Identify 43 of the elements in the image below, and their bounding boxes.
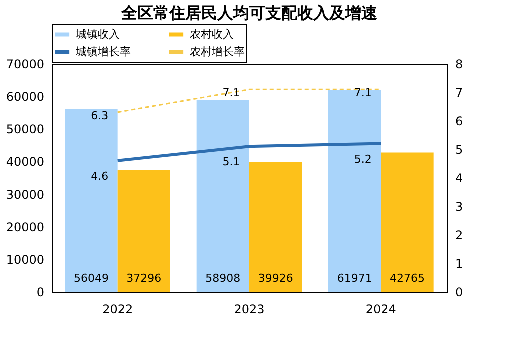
chart-title: 全区常住居民人均可支配收入及增速	[120, 4, 378, 22]
y-tick-label: 50000	[6, 122, 44, 137]
x-tick-label: 2022	[102, 302, 134, 316]
y2-tick-label: 7	[456, 86, 464, 100]
y-tick-label: 10000	[6, 252, 44, 267]
y-tick-label: 70000	[6, 58, 44, 72]
data-label: 39926	[258, 272, 294, 285]
data-label: 61971	[337, 272, 372, 285]
y-tick-label: 0	[36, 286, 44, 300]
bar	[381, 152, 434, 292]
y2-tick-label: 3	[456, 200, 464, 214]
y2-tick-label: 6	[456, 114, 464, 128]
data-label: 37296	[126, 272, 162, 285]
x-tick-label: 2024	[366, 302, 396, 316]
data-label: 56049	[74, 272, 109, 285]
legend-label: 城镇增长率	[75, 46, 131, 58]
bar	[118, 170, 170, 292]
y-tick-label: 40000	[6, 155, 44, 170]
y2-tick-label: 4	[456, 172, 464, 186]
legend-label: 农村收入	[190, 28, 234, 41]
data-label: 42765	[390, 272, 425, 285]
data-label: 7.1	[354, 86, 372, 100]
bar	[196, 100, 250, 292]
data-label: 58908	[206, 272, 241, 285]
data-label: 6.3	[91, 109, 109, 122]
data-label: 5.1	[222, 156, 240, 169]
bar	[328, 90, 382, 292]
data-label: 5.2	[354, 152, 372, 166]
y2-tick-label: 0	[456, 286, 464, 300]
legend-label: 城镇收入	[75, 28, 120, 41]
y-tick-label: 60000	[6, 90, 44, 104]
y-tick-label: 20000	[6, 220, 44, 234]
x-tick-label: 2023	[234, 302, 265, 316]
bar	[250, 162, 302, 292]
bar	[65, 109, 118, 292]
y2-tick-label: 5	[456, 143, 464, 157]
y2-tick-label: 1	[456, 257, 464, 271]
y2-tick-label: 2	[456, 228, 464, 242]
y-tick-label: 30000	[6, 188, 44, 202]
legend-label: 农村增长率	[190, 46, 245, 58]
data-label: 7.1	[222, 86, 240, 100]
data-label: 4.6	[91, 170, 109, 183]
y2-tick-label: 8	[456, 58, 464, 72]
